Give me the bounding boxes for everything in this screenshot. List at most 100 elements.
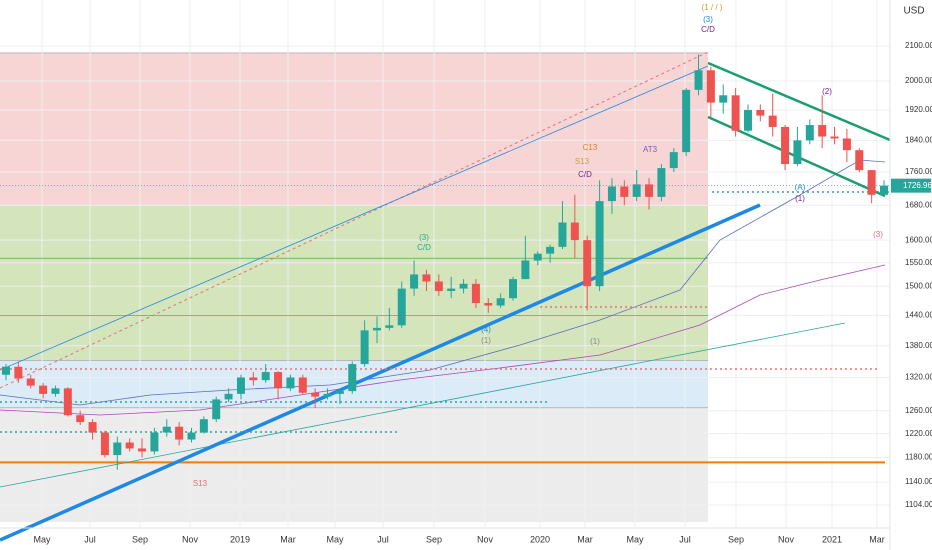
candle-body: [471, 283, 480, 304]
candle-body: [138, 448, 147, 452]
x-tick-label: Nov: [778, 534, 795, 544]
candle-body: [2, 366, 10, 375]
candle-body: [706, 70, 715, 103]
candle-body: [274, 372, 283, 389]
y-tick-label: 1440.00: [905, 310, 932, 319]
candle-body: [113, 442, 122, 456]
y-tick-label: 1550.00: [905, 258, 932, 267]
candle-body: [521, 260, 530, 280]
annotation: AT3: [643, 145, 658, 154]
x-tick-label: Jul: [84, 534, 96, 544]
annotation: C/D: [701, 25, 715, 34]
y-tick-label: 2000.00: [905, 76, 932, 85]
candle-body: [657, 168, 666, 197]
currency-label: USD: [903, 6, 924, 17]
candle-body: [743, 110, 752, 131]
candle-body: [447, 288, 456, 291]
x-tick-label: May: [626, 534, 644, 544]
candle-body: [51, 388, 60, 394]
candle-body: [150, 432, 159, 452]
candle-body: [298, 377, 307, 393]
candle-body: [793, 140, 802, 165]
candle-body: [372, 327, 381, 331]
candle-body: [855, 150, 864, 171]
candle-body: [719, 95, 728, 103]
y-tick-label: 1500.00: [905, 281, 932, 290]
x-tick-label: 2020: [530, 534, 550, 544]
x-tick-label: 2021: [822, 534, 842, 544]
x-tick-label: Nov: [182, 534, 199, 544]
candle-body: [632, 184, 641, 197]
fib-zone: [0, 407, 708, 522]
candle-body: [39, 385, 48, 394]
candle-body: [286, 377, 295, 389]
candle-body: [323, 393, 332, 397]
candle-body: [162, 426, 171, 433]
candle-body: [410, 274, 419, 289]
annotation: C/D: [417, 243, 431, 252]
candle-body: [781, 126, 790, 165]
y-tick-label: 1380.00: [905, 341, 932, 350]
candle-body: [509, 279, 518, 299]
candle-body: [434, 281, 443, 291]
trend-line: [0, 65, 709, 371]
annotation: (3): [419, 233, 429, 242]
candle-body: [422, 274, 431, 282]
candle-body: [187, 432, 196, 440]
candle-body: [484, 303, 493, 306]
candle-body: [63, 388, 72, 416]
trend-line: [0, 203, 761, 542]
candle-body: [645, 184, 654, 197]
candle-body: [558, 222, 567, 247]
x-tick-label: Jul: [377, 534, 389, 544]
y-tick-label: 2100.00: [905, 41, 932, 50]
candle-body: [669, 152, 678, 169]
candle-body: [880, 185, 888, 195]
candle-body: [805, 125, 814, 141]
candle-body: [14, 366, 23, 379]
candle-body: [360, 330, 369, 365]
candle-body: [496, 298, 505, 306]
candle-body: [175, 426, 184, 440]
candle-body: [261, 372, 270, 381]
y-tick-label: 1680.00: [905, 200, 932, 209]
trend-line: [0, 322, 846, 488]
annotation: (4): [481, 325, 491, 334]
annotation: (1): [481, 336, 491, 345]
y-tick-label: 1104.00: [905, 500, 932, 509]
annotation: C/D: [578, 170, 592, 179]
y-tick-label: 1840.00: [905, 136, 932, 145]
y-tick-label: 1180.00: [905, 453, 932, 462]
y-tick-label: 1260.00: [905, 406, 932, 415]
candle-body: [607, 186, 616, 202]
candle-body: [768, 115, 777, 127]
candle-body: [694, 70, 703, 90]
candle-body: [570, 222, 579, 241]
candle-body: [348, 364, 357, 392]
y-tick-label: 1760.00: [905, 167, 932, 176]
fib-zone: [0, 52, 708, 206]
candle-body: [236, 377, 245, 394]
candle-body: [212, 399, 221, 420]
candle-body: [385, 325, 394, 328]
moving-average: [0, 159, 886, 406]
annotation: (1 / / ): [702, 3, 723, 12]
candle-body: [76, 415, 85, 423]
moving-average: [0, 264, 886, 416]
candle-body: [397, 288, 406, 326]
candle-body: [595, 201, 604, 287]
x-tick-label: 2019: [230, 534, 250, 544]
candle-body: [546, 246, 555, 254]
candle-body: [731, 95, 740, 131]
y-tick-label: 1220.00: [905, 429, 932, 438]
candle-body: [249, 377, 258, 381]
x-tick-label: Mar: [577, 534, 593, 544]
annotation: (3): [703, 15, 713, 24]
candle-body: [818, 125, 827, 137]
candle-body: [26, 378, 35, 386]
candle-body: [335, 391, 344, 394]
annotation: (A): [795, 183, 806, 192]
x-tick-label: Sep: [132, 534, 148, 544]
y-tick-label: 1920.00: [905, 105, 932, 114]
